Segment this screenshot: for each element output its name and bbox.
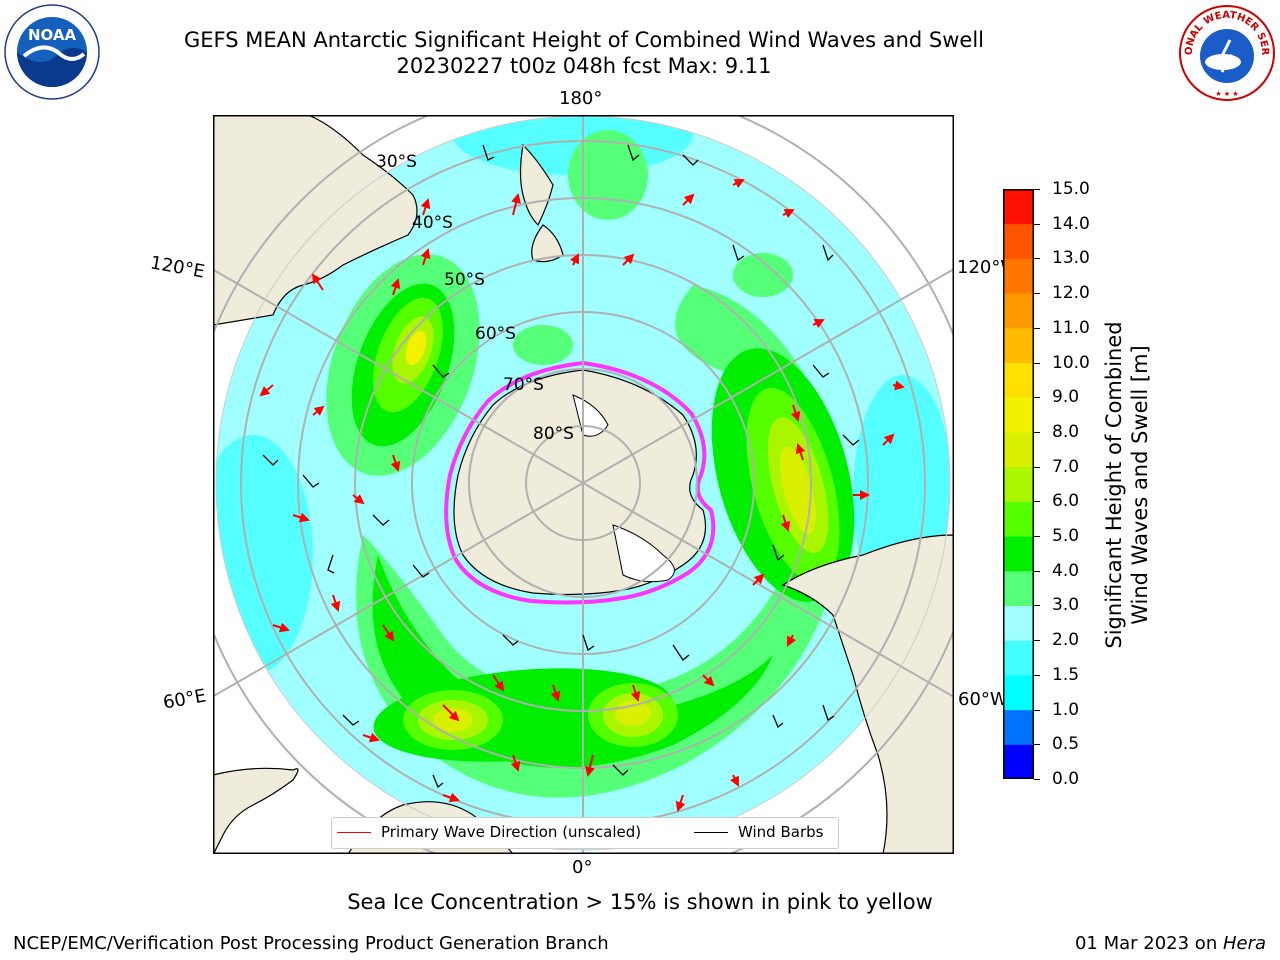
colorbar-label-line2: Wind Waves and Swell [m]: [1128, 345, 1152, 625]
colorbar-swatch: [1003, 431, 1034, 468]
colorbar-tick-mark: [1034, 431, 1040, 433]
legend-item-wind: Wind Barbs: [694, 823, 823, 841]
colorbar-tick-label: 7.0: [1052, 456, 1080, 477]
colorbar-tick-mark: [1034, 570, 1040, 572]
colorbar-tick-label: 8.0: [1052, 421, 1080, 442]
colorbar-tick-mark: [1034, 362, 1040, 364]
lat-label-60s: 60°S: [475, 324, 516, 344]
colorbar-tick-label: 14.0: [1052, 213, 1090, 234]
colorbar-tick-label: 13.0: [1052, 248, 1090, 269]
colorbar-swatch: [1003, 605, 1034, 641]
colorbar-swatch: [1003, 674, 1034, 711]
colorbar-tick-label: 15.0: [1052, 179, 1090, 199]
colorbar-swatch: [1003, 223, 1034, 259]
map-legend: Primary Wave Direction (unscaled) Wind B…: [331, 817, 839, 849]
colorbar-swatch: [1003, 397, 1034, 433]
colorbar-swatch: [1003, 744, 1034, 779]
colorbar-swatch: [1003, 536, 1034, 572]
lon-label-0: 0°: [572, 857, 593, 878]
noaa-logo: NOAA: [4, 4, 100, 100]
nws-logo: NATIONAL WEATHER SERVICE ★ ★ ★: [1178, 4, 1275, 101]
footer-date-text: 01 Mar 2023 on: [1074, 933, 1223, 954]
colorbar-tick-mark: [1034, 466, 1040, 468]
chart-title: GEFS MEAN Antarctic Significant Height o…: [183, 28, 985, 52]
colorbar-tick-mark: [1034, 293, 1040, 295]
colorbar-label-line1: Significant Height of Combined: [1102, 321, 1126, 649]
colorbar-tick-mark: [1034, 674, 1040, 676]
colorbar-tick-mark: [1034, 501, 1040, 503]
lat-label-80s: 80°S: [533, 424, 574, 444]
colorbar-tick-label: 1.5: [1052, 664, 1080, 685]
lon-label-120e: 120°E: [148, 252, 207, 283]
colorbar-swatch: [1003, 189, 1034, 225]
footer-credit: NCEP/EMC/Verification Post Processing Pr…: [13, 933, 609, 954]
colorbar-swatch: [1003, 327, 1034, 364]
colorbar-tick-mark: [1034, 397, 1040, 399]
noaa-logo-text: NOAA: [28, 26, 77, 44]
legend-wind-swatch: [694, 832, 728, 833]
colorbar: [1003, 189, 1034, 779]
colorbar-tick-label: 12.0: [1052, 283, 1090, 304]
footer-host: Hera: [1222, 933, 1266, 954]
colorbar-border: [1003, 189, 1034, 779]
colorbar-tick-label: 11.0: [1052, 317, 1090, 338]
lon-label-120w: 120°W: [957, 257, 1019, 278]
colorbar-tick-mark: [1034, 536, 1040, 538]
legend-primary-swatch: [337, 832, 371, 833]
colorbar-tick-label: 6.0: [1052, 491, 1080, 512]
colorbar-swatch: [1003, 466, 1034, 502]
colorbar-tick-mark: [1034, 605, 1040, 607]
colorbar-tick-label: 0.5: [1052, 734, 1080, 755]
sea-ice-caption: Sea Ice Concentration > 15% is shown in …: [347, 890, 933, 914]
colorbar-tick-mark: [1034, 327, 1040, 329]
legend-wind-label: Wind Barbs: [738, 823, 824, 841]
colorbar-tick-label: 10.0: [1052, 352, 1090, 373]
colorbar-tick-mark: [1034, 779, 1040, 780]
graticule: [213, 115, 954, 854]
chart-subtitle: 20230227 t00z 048h fcst Max: 9.11: [396, 54, 772, 78]
colorbar-tick-mark: [1034, 189, 1040, 190]
lat-label-30s: 30°S: [376, 152, 417, 172]
colorbar-swatch: [1003, 293, 1034, 329]
colorbar-swatch: [1003, 640, 1034, 676]
wave-direction-arrows: [259, 179, 905, 812]
lat-label-40s: 40°S: [412, 213, 453, 233]
lat-label-50s: 50°S: [444, 270, 485, 290]
lon-label-60e: 60°E: [161, 685, 208, 714]
colorbar-label: Significant Height of Combined Wind Wave…: [1101, 285, 1153, 685]
colorbar-tick-mark: [1034, 223, 1040, 225]
colorbar-tick-label: 2.0: [1052, 630, 1080, 651]
legend-primary-label: Primary Wave Direction (unscaled): [381, 823, 642, 841]
svg-text:★ ★ ★: ★ ★ ★: [1215, 90, 1238, 98]
colorbar-tick-label: 5.0: [1052, 526, 1080, 547]
colorbar-tick-mark: [1034, 744, 1040, 746]
colorbar-swatch: [1003, 258, 1034, 294]
colorbar-tick-label: 3.0: [1052, 595, 1080, 616]
lon-label-60w: 60°W: [958, 689, 1008, 710]
footer-date: 01 Mar 2023 on Hera: [1075, 933, 1266, 954]
lon-label-180: 180°: [559, 88, 603, 109]
colorbar-swatch: [1003, 362, 1034, 398]
wind-barbs: [262, 144, 860, 789]
colorbar-swatch: [1003, 501, 1034, 537]
colorbar-tick-mark: [1034, 640, 1040, 642]
colorbar-tick-label: 9.0: [1052, 387, 1080, 408]
colorbar-tick-label: 4.0: [1052, 560, 1080, 581]
colorbar-swatch: [1003, 570, 1034, 606]
colorbar-tick-mark: [1034, 709, 1040, 711]
colorbar-tick-label: 0.0: [1052, 769, 1080, 789]
polar-map: [213, 115, 954, 854]
colorbar-swatch: [1003, 709, 1034, 745]
lat-label-70s: 70°S: [503, 375, 544, 395]
legend-item-primary: Primary Wave Direction (unscaled): [337, 823, 641, 841]
colorbar-tick-mark: [1034, 258, 1040, 260]
colorbar-tick-label: 1.0: [1052, 699, 1080, 720]
